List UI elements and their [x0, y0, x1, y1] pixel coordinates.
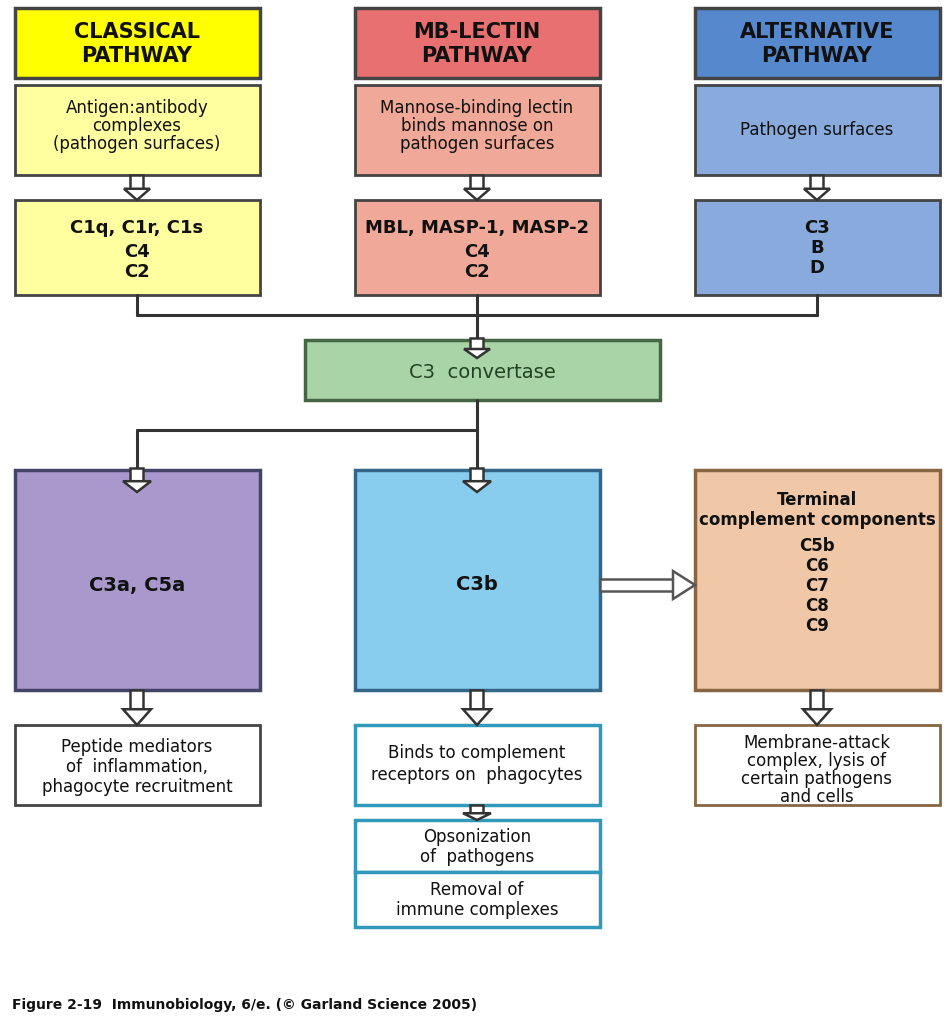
Text: MBL, MASP-1, MASP-2: MBL, MASP-1, MASP-2 [365, 219, 588, 237]
Polygon shape [123, 481, 150, 492]
Bar [470, 690, 483, 710]
Text: receptors on  phagocytes: receptors on phagocytes [371, 766, 582, 784]
Text: and cells: and cells [780, 788, 853, 806]
Bar [470, 468, 483, 481]
Text: CLASSICAL: CLASSICAL [74, 22, 200, 42]
Bar [305, 340, 660, 400]
Text: complement components: complement components [698, 511, 935, 529]
Text: (pathogen surfaces): (pathogen surfaces) [53, 135, 221, 153]
Text: Mannose-binding lectin: Mannose-binding lectin [380, 99, 573, 117]
Text: C5b: C5b [799, 537, 834, 555]
Text: C2: C2 [124, 263, 149, 281]
Text: C6: C6 [804, 557, 828, 575]
Text: Removal of: Removal of [430, 881, 524, 899]
Polygon shape [803, 710, 830, 725]
Bar [15, 470, 260, 690]
Text: of  inflammation,: of inflammation, [66, 758, 208, 776]
Polygon shape [123, 710, 150, 725]
Bar [355, 872, 600, 927]
Polygon shape [464, 188, 489, 200]
Text: C3: C3 [803, 219, 829, 237]
Bar [694, 85, 939, 175]
Polygon shape [124, 188, 149, 200]
Polygon shape [463, 481, 490, 492]
Bar [355, 470, 600, 690]
Bar [600, 579, 672, 591]
Bar [355, 200, 600, 295]
Bar [809, 690, 823, 710]
Bar [355, 725, 600, 805]
Bar [355, 85, 600, 175]
Text: C3  convertase: C3 convertase [408, 362, 555, 382]
Text: PATHWAY: PATHWAY [761, 46, 871, 66]
Text: Peptide mediators: Peptide mediators [61, 738, 212, 756]
Bar [15, 725, 260, 805]
Bar [130, 690, 144, 710]
Text: MB-LECTIN: MB-LECTIN [413, 22, 540, 42]
Bar [15, 200, 260, 295]
Text: Pathogen surfaces: Pathogen surfaces [740, 121, 893, 139]
Text: Figure 2-19  Immunobiology, 6/e. (© Garland Science 2005): Figure 2-19 Immunobiology, 6/e. (© Garla… [12, 998, 477, 1012]
Text: C8: C8 [804, 597, 828, 615]
Text: Membrane-attack: Membrane-attack [743, 734, 889, 752]
Text: C3a, C5a: C3a, C5a [89, 575, 185, 595]
Text: Binds to complement: Binds to complement [388, 744, 565, 762]
Text: ALTERNATIVE: ALTERNATIVE [739, 22, 893, 42]
Polygon shape [463, 710, 490, 725]
Text: C4: C4 [124, 243, 149, 261]
Bar [470, 175, 483, 188]
Polygon shape [803, 188, 829, 200]
Bar [470, 338, 483, 349]
Bar [694, 8, 939, 78]
Text: certain pathogens: certain pathogens [741, 770, 892, 788]
Text: Terminal: Terminal [776, 490, 856, 509]
Bar [15, 8, 260, 78]
Text: C3b: C3b [456, 575, 497, 595]
Polygon shape [463, 813, 490, 820]
Bar [470, 805, 483, 813]
Bar [694, 470, 939, 690]
Text: C2: C2 [464, 263, 489, 281]
Text: D: D [808, 259, 823, 278]
Bar [130, 175, 144, 188]
Text: PATHWAY: PATHWAY [82, 46, 192, 66]
Bar [355, 820, 600, 872]
Text: pathogen surfaces: pathogen surfaces [399, 135, 554, 153]
Text: C4: C4 [464, 243, 489, 261]
Bar [694, 200, 939, 295]
Text: C9: C9 [804, 617, 828, 635]
Text: Antigen:antibody: Antigen:antibody [66, 99, 208, 117]
Text: complex, lysis of: complex, lysis of [746, 752, 885, 770]
Text: Opsonization: Opsonization [423, 828, 530, 846]
Text: binds mannose on: binds mannose on [401, 117, 553, 135]
Text: B: B [809, 239, 823, 257]
Text: C1q, C1r, C1s: C1q, C1r, C1s [70, 219, 204, 237]
Polygon shape [464, 349, 489, 358]
Bar [694, 725, 939, 805]
Bar [809, 175, 823, 188]
Text: phagocyte recruitment: phagocyte recruitment [42, 778, 232, 796]
Bar [15, 85, 260, 175]
Text: PATHWAY: PATHWAY [421, 46, 532, 66]
Polygon shape [672, 571, 694, 599]
Bar [355, 8, 600, 78]
Text: C7: C7 [804, 577, 828, 595]
Text: of  pathogens: of pathogens [420, 848, 533, 866]
Bar [130, 468, 144, 481]
Text: immune complexes: immune complexes [395, 901, 558, 919]
Text: complexes: complexes [92, 117, 181, 135]
